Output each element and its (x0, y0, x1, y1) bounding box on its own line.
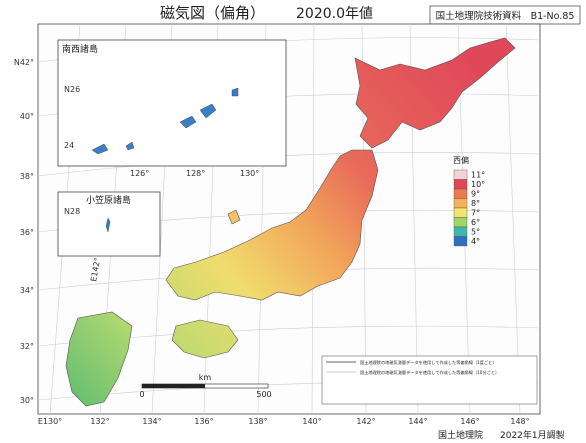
inset-nansei (57, 39, 287, 167)
legend-label: 5° (471, 228, 480, 237)
inset-title: 南西諸島 (62, 43, 98, 55)
lon-label: 146° (460, 417, 479, 426)
lon-label: 134° (142, 417, 161, 426)
lon-label: 136° (194, 417, 213, 426)
lat-label: 36° (20, 228, 34, 237)
scale-label: 0 (139, 390, 144, 399)
legend: 西偏 11°10°9°8°7°6°5°4° (453, 155, 485, 247)
legend-swatch (453, 207, 468, 218)
inset-graticule-label: 128° (186, 169, 205, 178)
legend-swatch (453, 169, 468, 180)
header-text: 国土地理院技術資料 B1-No.85 (436, 10, 575, 22)
legend-swatch (453, 217, 468, 228)
lon-label: E130° (38, 417, 62, 426)
epoch: 2020.0年値 (296, 6, 373, 22)
legend-title: 西偏 (453, 155, 469, 165)
legend-swatch (453, 226, 468, 237)
title: 磁気図（偏角） (160, 4, 265, 22)
inset-graticule-label: 126° (130, 169, 149, 178)
japan (65, 37, 516, 407)
note: 国土地理院の地磁気測量データを使用して作成した等偏角線（10分ごと） (360, 369, 499, 376)
lat-label: 34° (20, 286, 34, 295)
legend-swatch (453, 188, 468, 199)
inset-graticule-label: N28 (64, 207, 80, 216)
lon-label: 140° (302, 417, 321, 426)
inset-graticule-label: E142° (89, 257, 102, 283)
legend-swatch (453, 198, 468, 209)
inset-graticule-label: N26 (64, 85, 80, 94)
inset-graticule-label: 24 (64, 141, 74, 150)
scale-label: 500 (256, 390, 271, 399)
lat-label: 38° (20, 172, 34, 181)
lat-label: N42° (14, 58, 34, 67)
legend-label: 10° (471, 180, 485, 189)
lon-label: 144° (408, 417, 427, 426)
legend-label: 9° (471, 190, 480, 199)
legend-label: 4° (471, 237, 480, 246)
legend-label: 7° (471, 209, 480, 218)
lat-label: 30° (20, 396, 34, 405)
islands (105, 217, 111, 233)
lat-label: 40° (20, 112, 34, 121)
note: 国土地理院の地磁気測量データを使用して作成した等偏角線（1度ごと） (360, 359, 497, 366)
footer-date: 2022年1月調製 (500, 429, 565, 441)
footer-org: 国土地理院 (438, 429, 483, 441)
lon-label: 138° (248, 417, 267, 426)
lon-label: 148° (510, 417, 529, 426)
legend-swatch (453, 236, 468, 247)
notes-box (321, 355, 538, 405)
legend-swatch (453, 179, 468, 190)
inset-title: 小笠原諸島 (86, 194, 131, 206)
lat-label: 32° (20, 342, 34, 351)
lon-label: 132° (90, 417, 109, 426)
legend-label: 8° (471, 199, 480, 208)
legend-label: 6° (471, 218, 480, 227)
inset-graticule-label: 130° (240, 169, 259, 178)
islands (91, 87, 239, 155)
scale-unit: km (199, 373, 212, 382)
legend-label: 11° (471, 171, 485, 180)
scale-bar-fill (142, 384, 205, 388)
lon-label: 142° (356, 417, 375, 426)
